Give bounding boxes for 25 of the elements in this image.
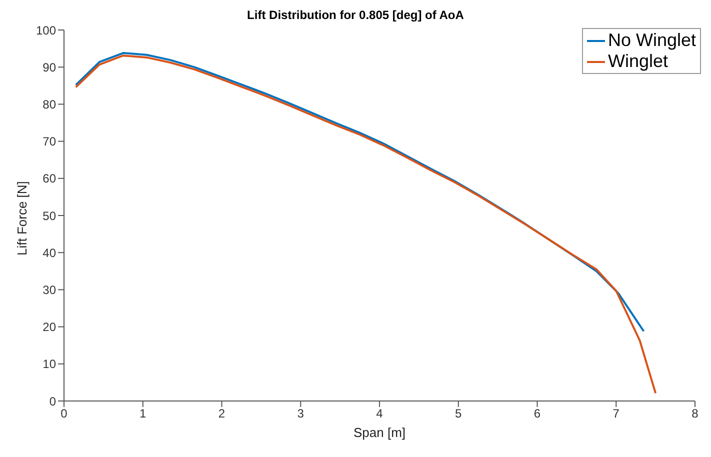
y-tick-label: 50 bbox=[42, 208, 56, 223]
y-tick-label: 0 bbox=[49, 394, 56, 408]
x-tick-label: 4 bbox=[376, 406, 384, 421]
x-tick-label: 2 bbox=[218, 406, 226, 421]
x-tick-label: 1 bbox=[140, 406, 147, 421]
chart-title: Lift Distribution for 0.805 [deg] of AoA bbox=[246, 8, 465, 22]
y-tick-label: 70 bbox=[42, 134, 56, 149]
legend-label: No Winglet bbox=[608, 30, 696, 51]
x-tick-label: 7 bbox=[612, 406, 620, 421]
y-tick-label: 10 bbox=[42, 357, 56, 372]
x-axis-title: Span [m] bbox=[353, 425, 406, 440]
x-tick-label: 6 bbox=[534, 406, 541, 421]
x-tick-label: 0 bbox=[60, 406, 68, 421]
legend-label: Winglet bbox=[608, 51, 668, 72]
y-tick-label: 60 bbox=[42, 172, 56, 186]
x-tick-label: 3 bbox=[297, 406, 304, 421]
y-axis-title: Lift Force [N] bbox=[14, 181, 30, 256]
y-tick-label: 80 bbox=[42, 97, 56, 112]
x-tick-label: 8 bbox=[692, 406, 699, 421]
y-tick-label: 30 bbox=[42, 282, 56, 297]
y-tick-label: 100 bbox=[36, 23, 56, 38]
y-tick-label: 40 bbox=[42, 246, 56, 260]
y-tick-label: 90 bbox=[42, 60, 56, 74]
x-tick-label: 5 bbox=[455, 406, 462, 421]
y-tick-label: 20 bbox=[42, 320, 56, 334]
